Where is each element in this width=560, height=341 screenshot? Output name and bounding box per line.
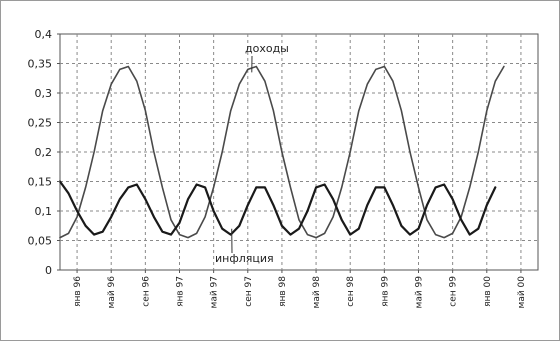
y-tick-label: 0,1 (35, 205, 53, 218)
y-tick-label: 0,35 (28, 58, 53, 71)
series-label-income: доходы (245, 42, 289, 55)
plot-area (59, 33, 539, 271)
series-layer (58, 65, 505, 239)
series-label-inflation: инфляция (215, 252, 274, 265)
x-tick-label: сен 99 (449, 276, 459, 307)
x-axis: янв 96 май 96 сен 96 янв 97 май 97 сен 97 янв … (73, 270, 527, 308)
x-tick-label: янв 97 (176, 276, 186, 307)
x-tick-label: янв 99 (380, 276, 390, 307)
series-line-income (59, 65, 505, 239)
y-tick-label: 0,25 (28, 117, 53, 130)
y-tick-label: 0,4 (35, 28, 53, 41)
y-tick-label: 0,15 (28, 176, 53, 189)
x-tick-label: сен 96 (141, 276, 151, 307)
y-tick-label: 0,2 (35, 146, 53, 159)
x-tick-label: май 99 (415, 276, 425, 309)
x-tick-label: сен 97 (244, 276, 254, 307)
y-tick-label: 0 (45, 264, 52, 277)
x-tick-label: май 96 (107, 276, 117, 309)
plot-border (59, 33, 539, 271)
y-tick-label: 0,05 (28, 235, 53, 248)
series-line-inflation (58, 180, 497, 236)
y-axis: 0 0,05 0,1 0,15 0,2 0,25 0,3 0,35 0,4 (28, 28, 60, 277)
x-tick-label: янв 00 (483, 276, 493, 307)
series-labels: доходы инфляция (215, 42, 289, 265)
x-tick-label: май 98 (312, 276, 322, 309)
y-tick-label: 0,3 (35, 87, 53, 100)
x-tick-label: янв 98 (278, 276, 288, 307)
x-tick-label: май 97 (210, 276, 220, 308)
x-tick-label: янв 96 (73, 276, 83, 307)
x-tick-label: сен 98 (346, 276, 356, 307)
x-tick-label: май 00 (517, 276, 527, 309)
